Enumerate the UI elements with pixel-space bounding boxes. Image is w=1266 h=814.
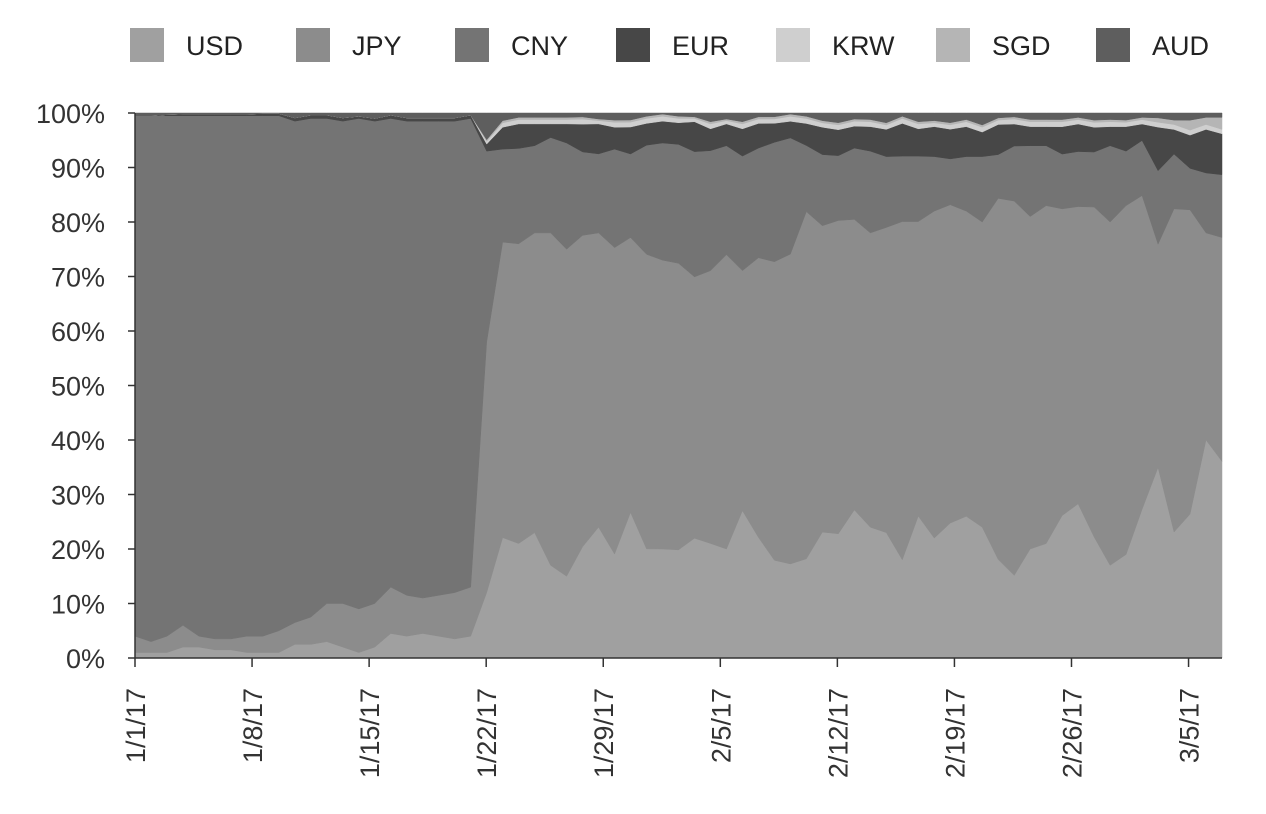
x-tick-label: 1/8/17	[238, 688, 268, 763]
legend-swatch	[616, 28, 650, 62]
legend-swatch	[455, 28, 489, 62]
legend-item-krw: KRW	[776, 28, 895, 62]
y-tick-label: 10%	[51, 590, 105, 620]
legend: USD JPY CNY EUR KRW SGD AUD	[130, 28, 1209, 62]
y-tick-label: 90%	[51, 154, 105, 184]
legend-label: KRW	[832, 31, 895, 61]
y-tick-label: 100%	[36, 99, 105, 129]
legend-item-jpy: JPY	[296, 28, 402, 62]
y-tick-label: 20%	[51, 535, 105, 565]
area-aud	[134, 112, 1223, 141]
legend-item-aud: AUD	[1096, 28, 1209, 62]
legend-swatch	[936, 28, 970, 62]
x-tick-label: 3/5/17	[1175, 688, 1205, 763]
x-tick-label: 2/26/17	[1057, 688, 1087, 778]
legend-swatch	[130, 28, 164, 62]
x-tick-label: 1/22/17	[472, 688, 502, 778]
legend-label: EUR	[672, 31, 729, 61]
x-tick-label: 2/5/17	[706, 688, 736, 763]
y-axis: 0% 10% 20% 30% 40% 50% 60% 70% 80% 90% 100%	[36, 99, 136, 674]
legend-item-sgd: SGD	[936, 28, 1051, 62]
legend-label: USD	[186, 31, 243, 61]
x-tick-label: 1/29/17	[589, 688, 619, 778]
x-tick-label: 2/12/17	[823, 688, 853, 778]
legend-item-cny: CNY	[455, 28, 568, 62]
y-tick-label: 0%	[66, 644, 105, 674]
y-tick-label: 80%	[51, 208, 105, 238]
legend-item-usd: USD	[130, 28, 243, 62]
legend-swatch	[1096, 28, 1130, 62]
y-tick-label: 40%	[51, 426, 105, 456]
legend-swatch	[296, 28, 330, 62]
y-tick-label: 50%	[51, 372, 105, 402]
y-tick-label: 30%	[51, 481, 105, 511]
legend-swatch	[776, 28, 810, 62]
y-tick-label: 60%	[51, 317, 105, 347]
legend-label: AUD	[1152, 31, 1209, 61]
legend-item-eur: EUR	[616, 28, 729, 62]
legend-label: SGD	[992, 31, 1051, 61]
legend-label: CNY	[511, 31, 568, 61]
x-axis: 1/1/17 1/8/17 1/15/17 1/22/17 1/29/17 2/5/17 2…	[121, 657, 1222, 778]
x-tick-label: 2/19/17	[940, 688, 970, 778]
y-tick-label: 70%	[51, 263, 105, 293]
legend-label: JPY	[352, 31, 402, 61]
x-tick-label: 1/15/17	[355, 688, 385, 778]
plot-area	[134, 112, 1223, 659]
x-tick-label: 1/1/17	[121, 688, 151, 763]
